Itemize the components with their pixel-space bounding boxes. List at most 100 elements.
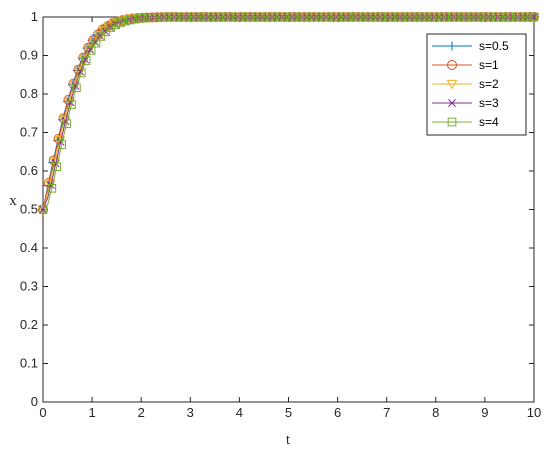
data-point	[150, 13, 160, 22]
data-point	[435, 12, 445, 22]
data-point	[410, 12, 420, 22]
data-point	[67, 100, 76, 109]
data-point	[263, 12, 273, 22]
data-point	[194, 12, 204, 22]
data-point	[81, 56, 91, 65]
data-point	[96, 32, 106, 41]
data-point	[234, 12, 243, 22]
data-point	[288, 12, 297, 22]
data-point	[278, 12, 287, 22]
data-point	[484, 12, 494, 22]
data-point	[445, 12, 454, 22]
data-point	[351, 12, 361, 22]
data-point	[342, 12, 351, 22]
x-tick-label: 10	[527, 405, 541, 420]
data-point	[504, 12, 513, 22]
data-point	[513, 12, 523, 22]
data-point	[307, 12, 317, 22]
legend-label: s=1	[479, 58, 499, 72]
y-tick-label: 0.3	[20, 279, 38, 294]
data-point	[446, 79, 458, 90]
legend-item: s=4	[432, 115, 499, 129]
data-point	[302, 12, 312, 22]
data-point	[499, 12, 508, 22]
data-point	[425, 12, 435, 22]
data-point	[405, 12, 415, 22]
data-point	[317, 12, 327, 22]
data-point	[440, 12, 449, 22]
legend-item: s=3	[432, 96, 499, 110]
y-tick-label: 0.2	[20, 317, 38, 332]
data-point	[327, 12, 337, 22]
data-point	[420, 12, 430, 22]
y-tick-label: 0.1	[20, 356, 38, 371]
data-point	[283, 12, 292, 22]
x-tick-label: 7	[383, 405, 390, 420]
y-tick-label: 0.7	[20, 125, 38, 140]
x-tick-label: 6	[334, 405, 341, 420]
y-tick-label: 0.6	[20, 163, 38, 178]
data-point	[204, 12, 214, 22]
series-layer	[37, 12, 540, 216]
data-point	[175, 12, 184, 22]
data-point	[155, 12, 165, 22]
data-point	[529, 12, 539, 22]
data-point	[273, 12, 283, 22]
x-tick-label: 3	[187, 405, 194, 420]
data-point	[447, 41, 457, 51]
data-point	[361, 12, 371, 22]
data-point	[474, 12, 484, 22]
data-point	[248, 12, 258, 22]
data-point	[391, 12, 400, 22]
data-point	[57, 140, 66, 149]
x-tick-label: 2	[138, 405, 145, 420]
data-point	[322, 12, 332, 22]
data-point	[130, 14, 140, 24]
y-tick-label: 0.4	[20, 240, 38, 255]
y-tick-label: 0	[31, 394, 38, 409]
data-point	[376, 12, 386, 22]
y-tick-label: 1	[31, 9, 38, 24]
data-point	[293, 12, 302, 22]
legend-label: s=2	[479, 77, 499, 91]
data-point	[224, 12, 233, 22]
x-tick-label: 1	[88, 405, 95, 420]
y-tick-label: 0.8	[20, 86, 38, 101]
data-point	[447, 117, 457, 127]
y-tick-label: 0.5	[20, 202, 38, 217]
series-s=4	[38, 12, 539, 214]
data-point	[489, 12, 499, 22]
data-point	[121, 16, 130, 26]
data-point	[415, 12, 425, 22]
data-point	[184, 12, 194, 22]
legend-label: s=0.5	[479, 39, 509, 53]
data-point	[62, 119, 71, 128]
data-point	[381, 12, 391, 22]
x-tick-label: 4	[236, 405, 243, 420]
x-axis-label: t	[286, 432, 291, 448]
data-point	[189, 12, 199, 22]
data-point	[518, 12, 528, 22]
y-tick-label: 0.9	[20, 48, 38, 63]
data-point	[455, 12, 464, 22]
data-point	[332, 12, 341, 22]
x-tick-label: 5	[285, 405, 292, 420]
x-tick-label: 0	[39, 405, 46, 420]
data-point	[371, 12, 381, 22]
data-point	[459, 12, 469, 22]
data-point	[116, 18, 125, 27]
data-point	[447, 60, 457, 70]
y-axis-label: x	[9, 193, 17, 209]
legend-item: s=0.5	[432, 39, 509, 53]
data-point	[160, 12, 170, 22]
data-point	[140, 13, 150, 23]
data-point	[337, 12, 346, 22]
data-point	[47, 184, 57, 193]
data-point	[135, 13, 145, 23]
data-point	[268, 12, 278, 22]
data-point	[72, 83, 81, 93]
data-point	[38, 205, 48, 214]
data-point	[229, 12, 238, 22]
legend: s=0.5 s=1 s=2 s=3 s=4	[426, 33, 527, 136]
